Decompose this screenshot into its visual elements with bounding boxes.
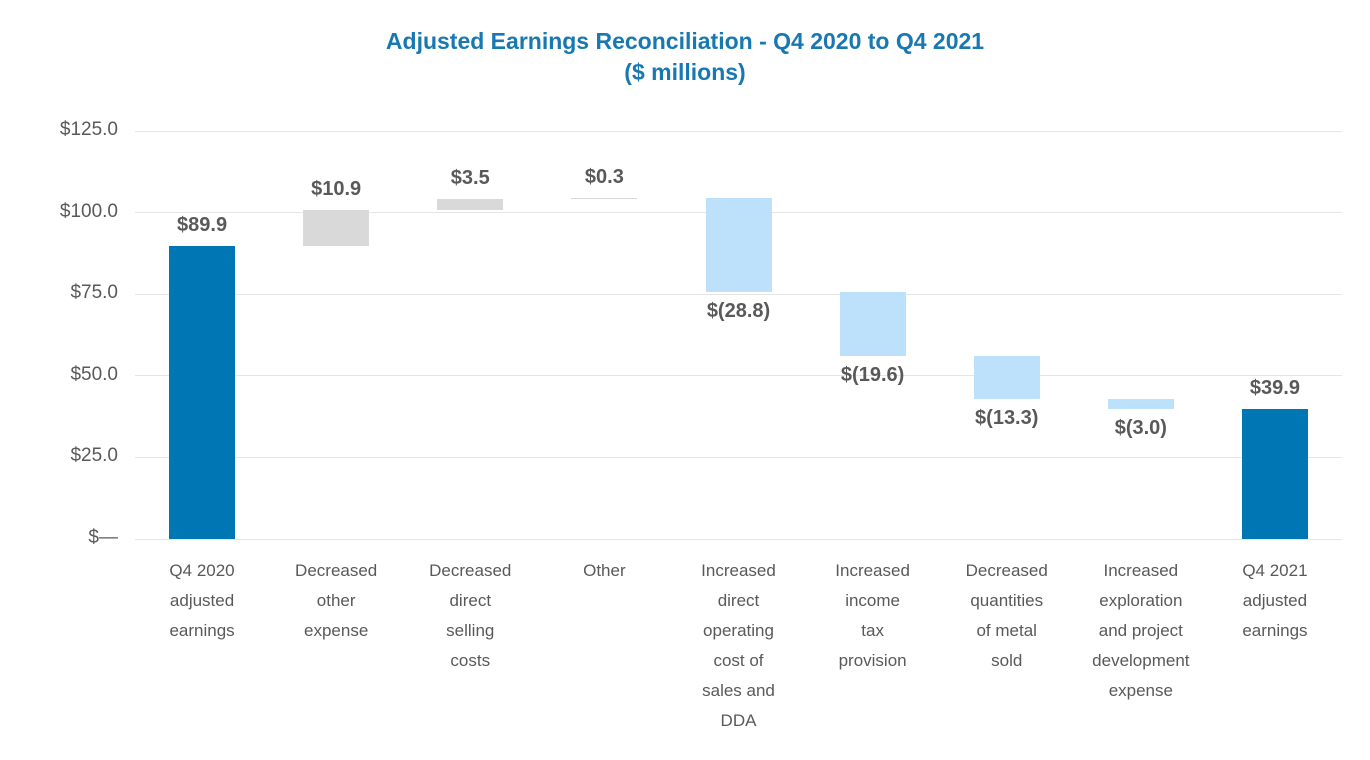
x-axis-category-label: Decreased quantities of metal sold — [940, 556, 1074, 676]
x-axis-category-line: expense — [304, 621, 369, 640]
chart-title-line2: ($ millions) — [624, 59, 746, 85]
x-axis-category-line: Q4 2020 — [169, 561, 235, 580]
x-axis-category-line: adjusted — [169, 591, 235, 610]
x-axis-category-line: Q4 2021 — [1242, 561, 1308, 580]
x-axis-category-line: Decreased — [965, 561, 1048, 580]
x-axis-category-line: Increased — [701, 561, 776, 580]
x-axis-category-label: Increased income tax provision — [806, 556, 940, 676]
waterfall-bar-decrease — [1107, 398, 1174, 409]
y-axis-tick-label: $100.0 — [59, 200, 118, 222]
x-axis-category-line: adjusted — [1242, 591, 1308, 610]
y-axis-tick-label: $75.0 — [70, 282, 118, 304]
y-axis-tick-label: $50.0 — [70, 363, 118, 385]
x-axis-category-line: provision — [838, 651, 907, 670]
x-axis-category-line: exploration — [1099, 591, 1183, 610]
x-axis-category-line: Decreased — [295, 561, 378, 580]
x-axis-category-line: direct — [717, 591, 760, 610]
x-axis-category-label: Decreased other expense — [269, 556, 403, 646]
x-axis-category-line: Decreased — [429, 561, 512, 580]
x-axis-category-label: Decreased direct selling costs — [403, 556, 537, 676]
waterfall-bar-decrease — [705, 197, 772, 292]
bar-value-label: $10.9 — [311, 177, 362, 200]
bar-value-label: $(13.3) — [975, 406, 1039, 429]
x-axis-category-line: expense — [1108, 681, 1173, 700]
y-axis-tick-label: $125.0 — [59, 119, 118, 140]
x-axis-category-line: operating — [703, 621, 774, 640]
x-axis-category-line: Increased — [1103, 561, 1179, 580]
chart-title-line1: Adjusted Earnings Reconciliation - Q4 20… — [385, 28, 985, 54]
x-axis-category-label: Increased exploration and project developme… — [1074, 556, 1208, 706]
bar-value-label: $(3.0) — [1114, 416, 1167, 439]
bar-value-label: $39.9 — [1249, 376, 1300, 399]
x-axis-category-line: DDA — [720, 711, 757, 730]
waterfall-bar-decrease — [839, 291, 906, 356]
x-axis-category-label: Q4 2021 adjusted earnings — [1208, 556, 1342, 646]
x-axis-category-line: development — [1092, 651, 1190, 670]
x-axis-category-line: sales and — [702, 681, 775, 700]
x-axis-category-label: Other — [537, 556, 671, 586]
x-axis-category-line: tax — [861, 621, 884, 640]
x-axis-category-line: earnings — [169, 621, 235, 640]
chart-title: Adjusted Earnings Reconciliation - Q4 20… — [0, 26, 1370, 88]
x-axis-category-line: selling — [446, 621, 495, 640]
x-axis-category-label: Q4 2020 adjusted earnings — [135, 556, 269, 646]
x-axis-category-line: earnings — [1242, 621, 1308, 640]
bar-value-label: $0.3 — [584, 165, 624, 188]
x-axis-category-line: other — [316, 591, 356, 610]
waterfall-bar-total — [169, 245, 236, 539]
x-axis-category-line: quantities — [970, 591, 1044, 610]
bar-value-label: $89.9 — [177, 213, 228, 236]
x-axis-category-line: of metal — [976, 621, 1037, 640]
gridline — [135, 375, 1342, 377]
gridline — [135, 456, 1342, 458]
bar-value-label: $(28.8) — [706, 299, 771, 322]
waterfall-bar-increase — [303, 209, 370, 246]
y-axis-tick-label: $— — [88, 527, 118, 548]
waterfall-bar-decrease — [973, 355, 1040, 399]
x-axis-category-line: and project — [1098, 621, 1183, 640]
x-axis-category-line: cost of — [713, 651, 764, 670]
x-axis-category-line: sold — [991, 651, 1023, 670]
bar-value-label: $(19.6) — [840, 363, 905, 386]
x-axis-category-line: income — [845, 591, 901, 610]
y-axis-tick-label: $25.0 — [70, 445, 118, 467]
x-axis-category-line: Increased — [835, 561, 910, 580]
x-axis-category-line: direct — [449, 591, 492, 610]
x-axis-category-label: Increased direct operating cost of sales and… — [672, 556, 806, 736]
x-axis-category-line: costs — [450, 651, 491, 670]
x-axis-category-line: Other — [583, 561, 626, 580]
gridline — [135, 293, 1342, 295]
waterfall-bar-increase — [571, 197, 638, 199]
gridline — [135, 130, 1342, 132]
gridline — [135, 538, 1342, 540]
waterfall-bar-total — [1241, 408, 1308, 539]
waterfall-bar-increase — [437, 198, 504, 210]
bar-value-label: $3.5 — [450, 166, 490, 189]
